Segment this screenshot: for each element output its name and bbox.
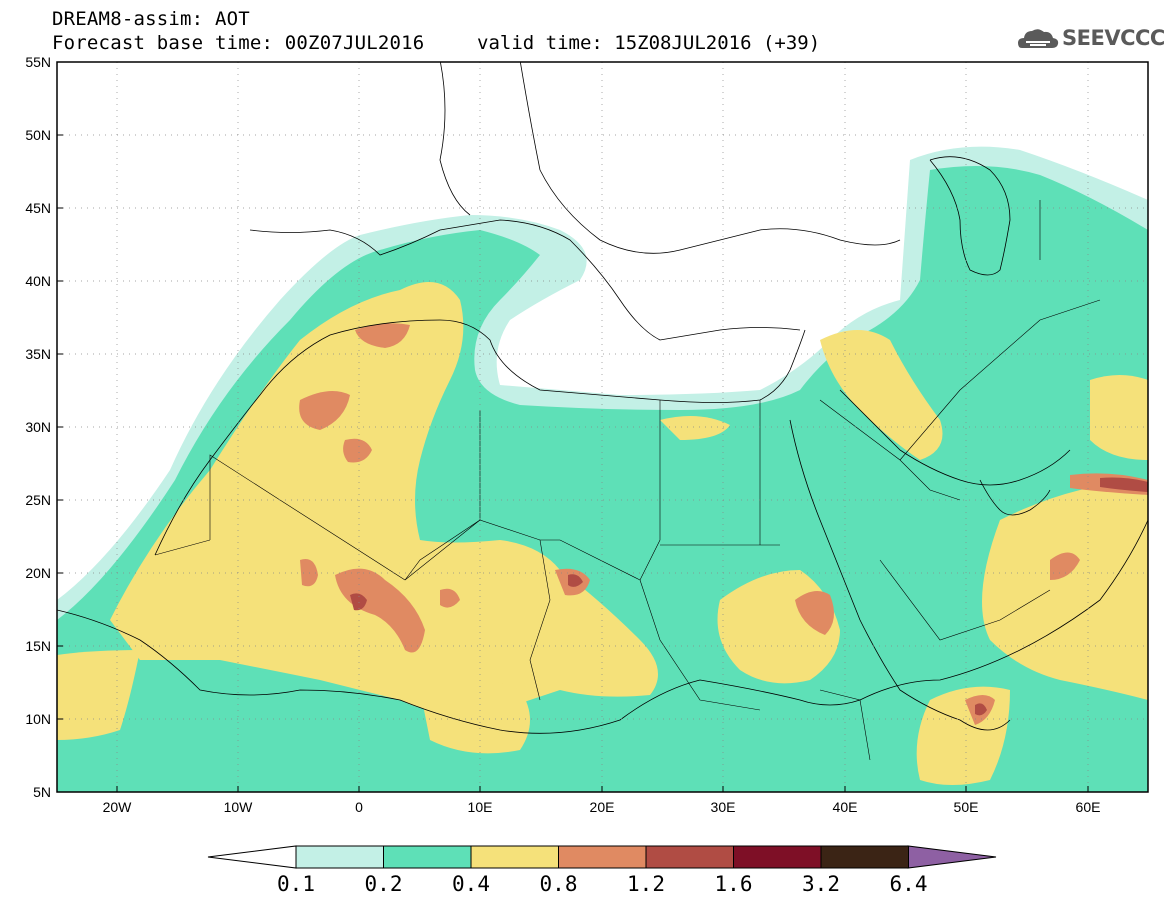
coastlines (57, 62, 1148, 734)
cloud-logo-icon (1018, 29, 1059, 48)
lat-label-15n: 15N (25, 638, 51, 654)
lat-label-10n: 10N (25, 711, 51, 727)
lon-label-20e: 20E (590, 799, 615, 815)
lat-label-45n: 45N (25, 200, 51, 216)
lat-label-55n: 55N (25, 54, 51, 70)
lon-label-10e: 10E (468, 799, 493, 815)
colorbar-overflow (907, 845, 997, 869)
colorbar (207, 845, 997, 869)
lon-label-0: 0 (355, 799, 363, 815)
aot-field (57, 146, 1148, 792)
colorbar-label: 1.2 (627, 872, 665, 896)
tick-marks (57, 61, 1089, 793)
colorbar-label: 0.8 (539, 872, 578, 896)
lat-label-25n: 25N (25, 492, 51, 508)
colorbar-label: 1.6 (714, 872, 753, 896)
colorbar-segment (820, 845, 909, 869)
lat-label-40n: 40N (25, 273, 51, 289)
base-time-label: Forecast base time: 00Z07JUL2016 (52, 32, 425, 54)
colorbar-segment (383, 845, 472, 869)
lon-label-50e: 50E (954, 799, 979, 815)
colorbar-label: 0.2 (364, 872, 403, 896)
lon-label-10w: 10W (224, 799, 254, 815)
lon-label-20w: 20W (103, 799, 133, 815)
chart-title: DREAM8-assim: AOT (52, 8, 250, 30)
colorbar-segment (733, 845, 822, 869)
valid-time-label: valid time: 15Z08JUL2016 (+39) (477, 32, 821, 54)
lat-label-50n: 50N (25, 127, 51, 143)
lat-label-30n: 30N (25, 419, 51, 435)
logo-text: SEEVCCC (1062, 26, 1165, 50)
lat-label-20n: 20N (25, 565, 51, 581)
colorbar-underflow (207, 845, 297, 869)
lat-label-35n: 35N (25, 346, 51, 362)
lon-label-40e: 40E (833, 799, 858, 815)
colorbar-segment (645, 845, 734, 869)
country-borders (154, 200, 1101, 761)
lat-label-5n: 5N (33, 784, 51, 800)
colorbar-segment (470, 845, 559, 869)
lon-label-60e: 60E (1076, 799, 1101, 815)
colorbar-label: 3.2 (802, 872, 840, 896)
colorbar-label: 6.4 (889, 872, 928, 896)
colorbar-segment (295, 845, 384, 869)
lon-label-30e: 30E (711, 799, 736, 815)
colorbar-label: 0.4 (452, 872, 490, 896)
colorbar-label: 0.1 (277, 872, 315, 896)
colorbar-segment (558, 845, 647, 869)
